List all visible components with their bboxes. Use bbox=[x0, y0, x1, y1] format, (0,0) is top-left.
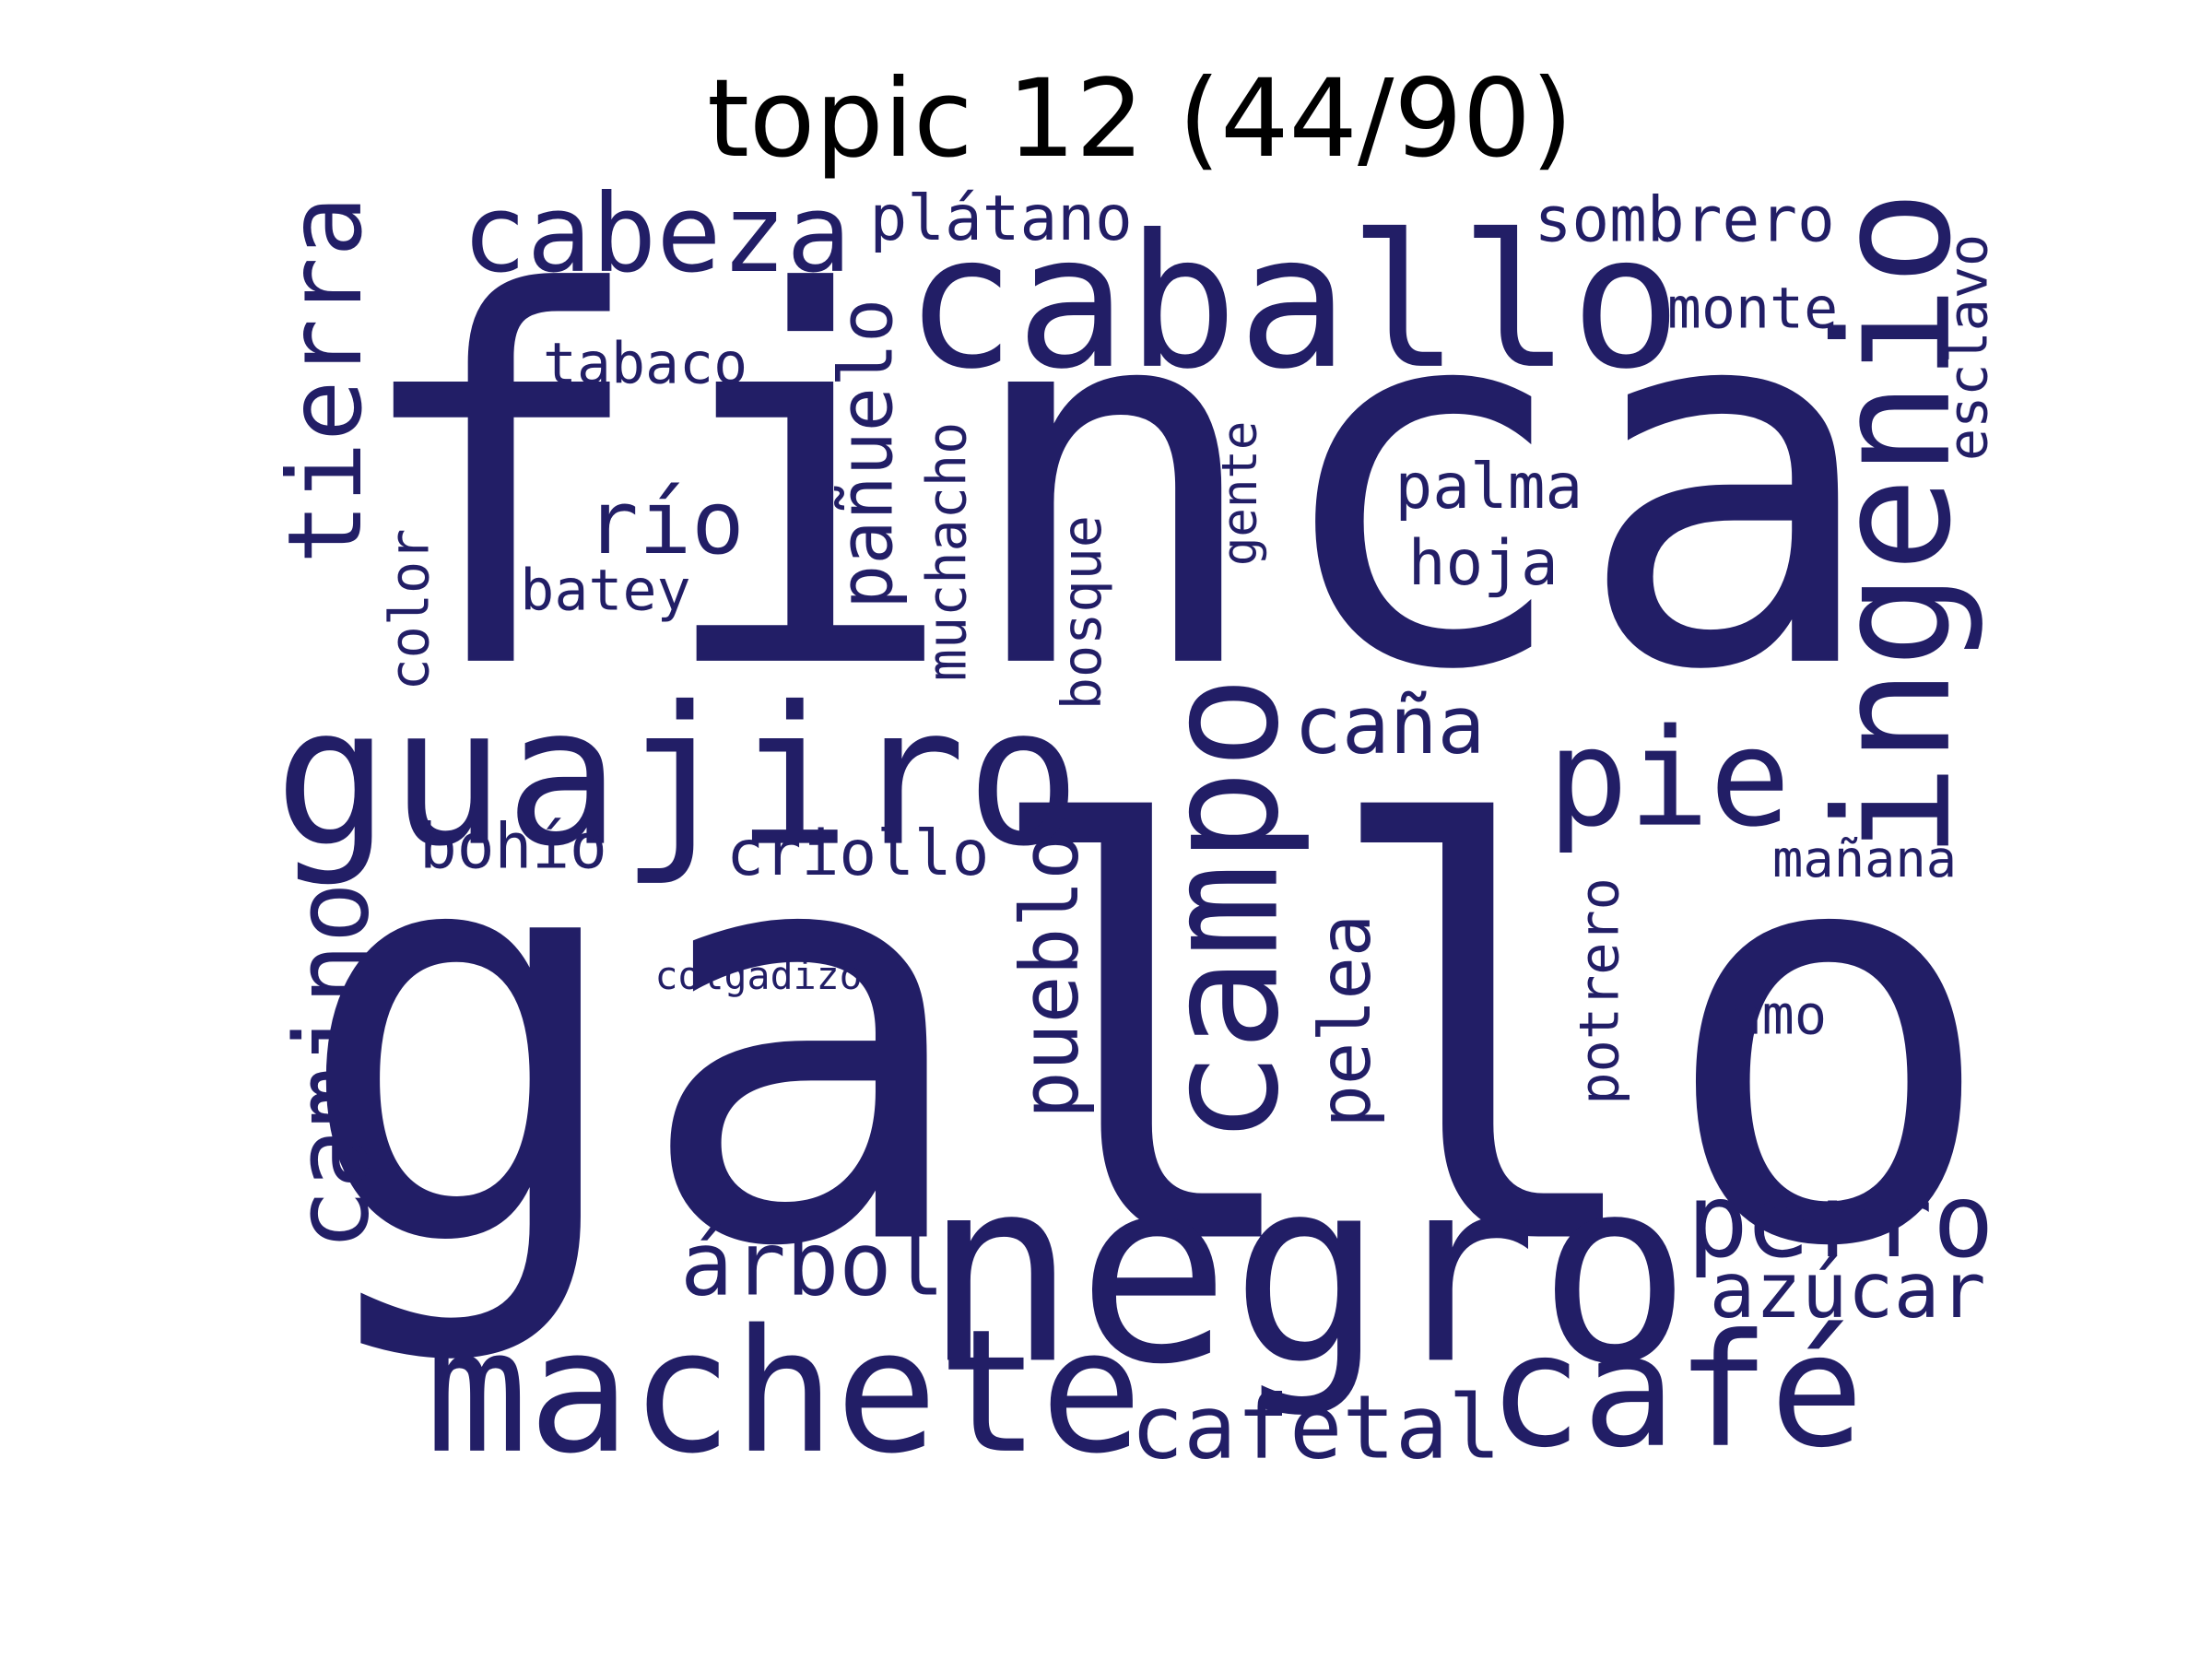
word-platano: plátano bbox=[869, 182, 1133, 255]
word-azucar: azúcar bbox=[1709, 1246, 1986, 1336]
word-sombrero: sombrero bbox=[1534, 183, 1835, 257]
word-cabeza: cabeza bbox=[462, 170, 852, 297]
word-camino: camino bbox=[272, 881, 392, 1251]
word-batey: batey bbox=[520, 559, 691, 624]
word-tabaco: tabaco bbox=[542, 331, 748, 397]
word-panuelo: pañuelo bbox=[825, 298, 911, 609]
word-manana: mañana bbox=[1772, 830, 1958, 889]
word-pelea: pelea bbox=[1304, 913, 1387, 1128]
word-arbol: árbol bbox=[679, 1212, 946, 1316]
word-hoja: hoja bbox=[1407, 527, 1559, 600]
word-negro: negro bbox=[923, 1124, 1692, 1421]
word-colgadizo: colgadizo bbox=[654, 955, 863, 999]
word-potrero: potrero bbox=[1568, 877, 1631, 1105]
word-bosque: bosque bbox=[1050, 515, 1113, 711]
word-criollo: criollo bbox=[726, 818, 990, 891]
word-pie: pie bbox=[1547, 700, 1791, 857]
word-pueblo: pueblo bbox=[1005, 831, 1098, 1120]
word-guajiro: guajiro bbox=[274, 665, 1082, 888]
word-bohio: bohío bbox=[419, 810, 607, 884]
word-esclavo: esclavo bbox=[1936, 233, 2000, 462]
word-cafetal: cafetal bbox=[1130, 1375, 1501, 1479]
word-amo: amo bbox=[1729, 983, 1828, 1047]
word-finca: finca bbox=[345, 187, 1882, 782]
word-caballo: caballo bbox=[904, 194, 1682, 410]
word-muchacho: muchacho bbox=[915, 421, 979, 682]
word-gente: gente bbox=[1212, 420, 1269, 567]
word-gallo: gallo bbox=[291, 712, 2000, 1371]
word-monte: monte bbox=[1666, 276, 1839, 342]
word-campo: campo bbox=[1131, 675, 1313, 1146]
word-rio: río bbox=[585, 470, 745, 575]
word-cafe: café bbox=[1488, 1300, 1865, 1482]
word-perro: perro bbox=[1687, 1160, 1994, 1281]
word-machete: machete bbox=[425, 1294, 1143, 1492]
word-tierra: tierra bbox=[265, 195, 384, 565]
chart-title: topic 12 (44/90) bbox=[707, 54, 1573, 182]
word-palma: palma bbox=[1394, 451, 1583, 524]
word-color: color bbox=[378, 528, 441, 691]
word-cana: caña bbox=[1293, 680, 1486, 773]
